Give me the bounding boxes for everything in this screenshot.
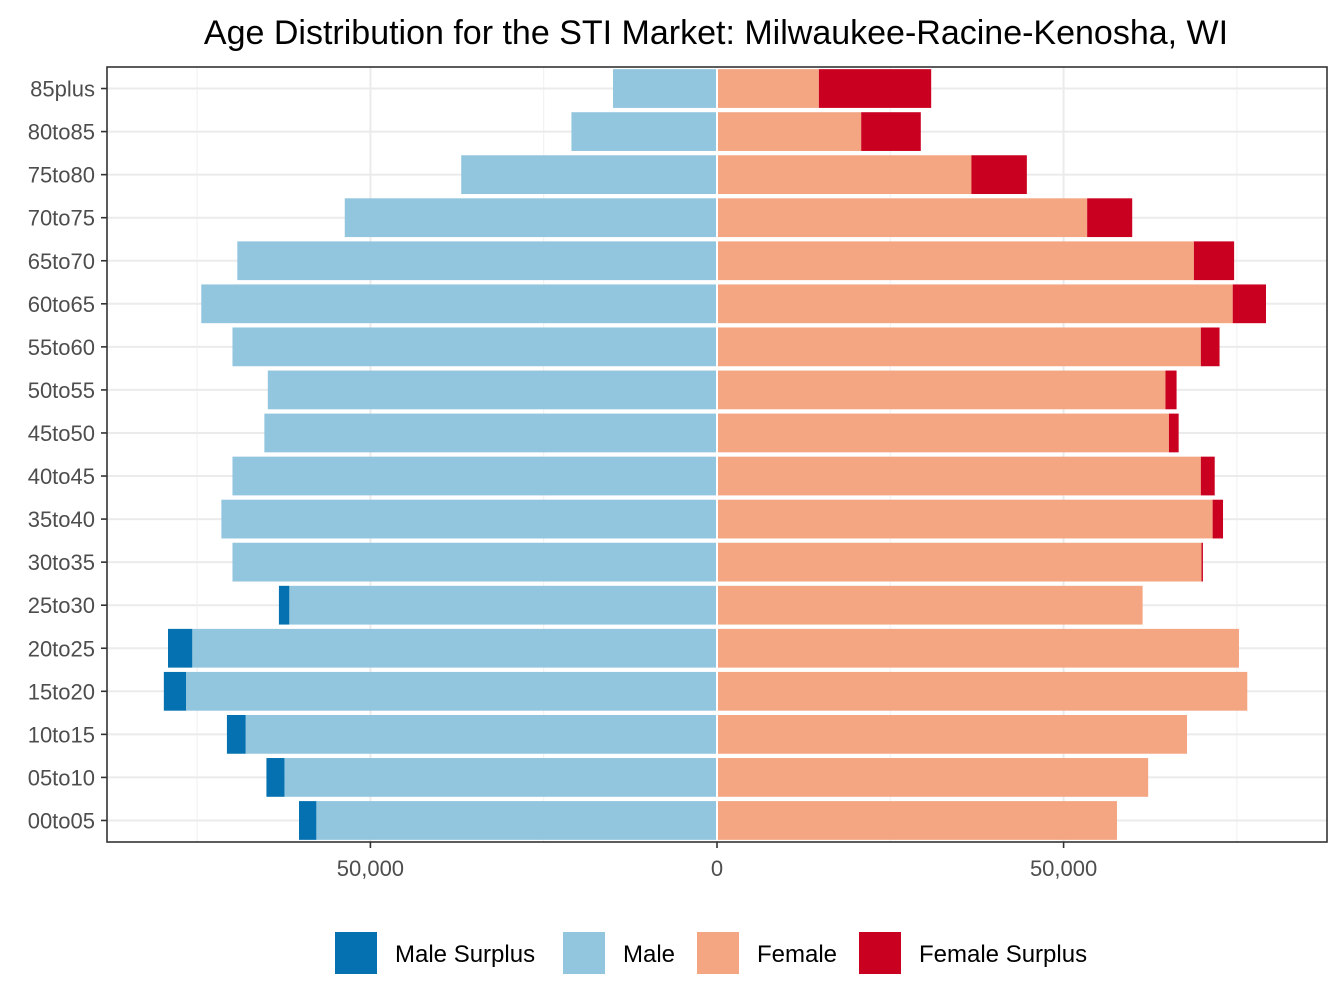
bar-female-00to05 bbox=[717, 801, 1117, 840]
legend-item-male: Male bbox=[563, 932, 675, 974]
y-tick-label: 60to65 bbox=[28, 292, 95, 317]
bar-male-75to80 bbox=[461, 155, 717, 195]
bar-male-35to40 bbox=[221, 499, 717, 539]
bar-female-surplus-40to45 bbox=[1200, 456, 1215, 496]
y-tick-label: 05to10 bbox=[28, 765, 95, 790]
bar-male-15to20 bbox=[186, 671, 718, 711]
bar-male-45to50 bbox=[264, 413, 717, 453]
bar-female-40to45 bbox=[717, 456, 1201, 496]
bar-female-surplus-85plus bbox=[818, 69, 932, 108]
bar-male-surplus-25to30 bbox=[278, 585, 290, 625]
y-tick-label: 00to05 bbox=[28, 808, 95, 833]
bar-male-surplus-05to10 bbox=[266, 758, 285, 797]
y-tick-label: 50to55 bbox=[28, 378, 95, 403]
bar-male-surplus-10to15 bbox=[226, 714, 246, 754]
y-tick-label: 40to45 bbox=[28, 464, 95, 489]
bars-layer bbox=[163, 67, 1266, 842]
bar-female-35to40 bbox=[717, 499, 1213, 539]
y-tick-label: 70to75 bbox=[28, 206, 95, 231]
bar-female-surplus-70to75 bbox=[1087, 198, 1133, 238]
bar-female-75to80 bbox=[717, 155, 972, 195]
y-tick-label: 35to40 bbox=[28, 507, 95, 532]
bar-male-50to55 bbox=[267, 370, 717, 410]
bar-female-surplus-65to70 bbox=[1193, 241, 1235, 281]
bar-female-85plus bbox=[717, 69, 819, 108]
legend-swatch bbox=[697, 932, 739, 974]
bar-male-00to05 bbox=[316, 801, 717, 840]
legend-label: Male bbox=[623, 941, 675, 968]
bar-female-10to15 bbox=[717, 714, 1187, 754]
bar-female-surplus-75to80 bbox=[971, 155, 1027, 195]
y-tick-label: 30to35 bbox=[28, 550, 95, 575]
bar-male-surplus-15to20 bbox=[163, 671, 187, 711]
bar-female-45to50 bbox=[717, 413, 1169, 453]
bar-female-surplus-30to35 bbox=[1201, 542, 1203, 582]
bar-female-55to60 bbox=[717, 327, 1201, 367]
chart-title: Age Distribution for the STI Market: Mil… bbox=[204, 14, 1228, 52]
bar-male-55to60 bbox=[232, 327, 717, 367]
y-tick-label: 55to60 bbox=[28, 335, 95, 360]
x-tick-label: 50,000 bbox=[1030, 856, 1097, 881]
bar-female-60to65 bbox=[717, 284, 1233, 324]
y-tick-label: 75to80 bbox=[28, 163, 95, 188]
legend-label: Female Surplus bbox=[919, 941, 1087, 968]
legend-swatch bbox=[335, 932, 377, 974]
bar-female-50to55 bbox=[717, 370, 1166, 410]
bar-male-85plus bbox=[613, 69, 717, 108]
x-axis: 50,000 0 50,000 bbox=[337, 842, 1097, 881]
bar-female-65to70 bbox=[717, 241, 1194, 281]
bar-male-10to15 bbox=[245, 714, 718, 754]
bar-female-25to30 bbox=[717, 585, 1143, 625]
bar-female-70to75 bbox=[717, 198, 1088, 238]
bar-male-05to10 bbox=[284, 758, 717, 797]
bar-female-surplus-55to60 bbox=[1200, 327, 1220, 367]
legend: Male Surplus Male Female Female Surplus bbox=[335, 932, 1087, 974]
bar-female-20to25 bbox=[717, 628, 1239, 668]
bar-male-surplus-00to05 bbox=[299, 801, 317, 840]
bar-female-surplus-60to65 bbox=[1232, 284, 1266, 324]
bar-female-05to10 bbox=[717, 758, 1149, 797]
bar-male-60to65 bbox=[201, 284, 718, 324]
legend-item-female: Female bbox=[697, 932, 837, 974]
legend-item-male-surplus: Male Surplus bbox=[335, 932, 535, 974]
y-tick-label: 25to30 bbox=[28, 593, 95, 618]
y-tick-label: 80to85 bbox=[28, 120, 95, 145]
legend-item-female-surplus: Female Surplus bbox=[859, 932, 1087, 974]
bar-male-20to25 bbox=[192, 628, 718, 668]
legend-label: Female bbox=[757, 941, 837, 968]
bar-male-surplus-20to25 bbox=[168, 628, 193, 668]
bar-male-70to75 bbox=[344, 198, 717, 238]
x-tick-label: 50,000 bbox=[337, 856, 404, 881]
legend-swatch bbox=[563, 932, 605, 974]
bar-male-80to85 bbox=[571, 112, 717, 151]
bar-male-65to70 bbox=[237, 241, 717, 281]
y-tick-label: 85plus bbox=[30, 77, 95, 102]
bar-female-15to20 bbox=[717, 671, 1248, 711]
bar-female-80to85 bbox=[717, 112, 862, 151]
y-axis: 85plus 80to85 75to80 70to75 65to70 60to65 55to… bbox=[28, 77, 107, 833]
bar-female-surplus-45to50 bbox=[1168, 413, 1179, 453]
bar-female-surplus-80to85 bbox=[861, 112, 921, 151]
bar-male-25to30 bbox=[289, 585, 717, 625]
legend-label: Male Surplus bbox=[395, 941, 535, 968]
bar-male-40to45 bbox=[232, 456, 717, 496]
bar-male-30to35 bbox=[232, 542, 717, 582]
legend-swatch bbox=[859, 932, 901, 974]
y-tick-label: 20to25 bbox=[28, 636, 95, 661]
y-tick-label: 65to70 bbox=[28, 249, 95, 274]
bar-female-surplus-35to40 bbox=[1212, 499, 1224, 539]
y-tick-label: 15to20 bbox=[28, 679, 95, 704]
x-tick-label: 0 bbox=[711, 856, 723, 881]
bar-female-surplus-50to55 bbox=[1165, 370, 1177, 410]
y-tick-label: 10to15 bbox=[28, 722, 95, 747]
bar-female-30to35 bbox=[717, 542, 1202, 582]
y-tick-label: 45to50 bbox=[28, 421, 95, 446]
